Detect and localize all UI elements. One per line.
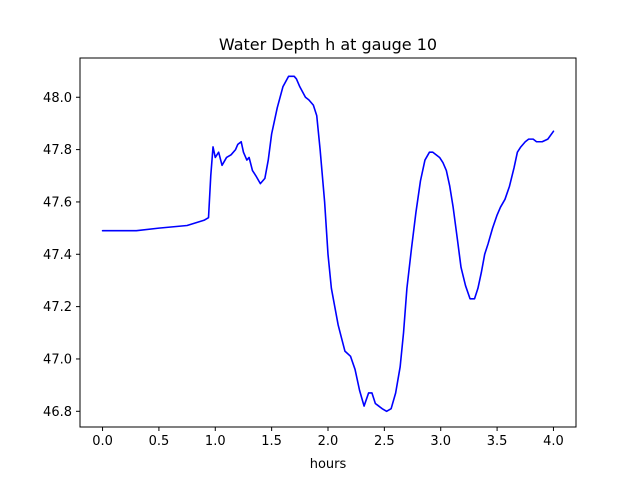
x-tick-label: 0.5	[149, 434, 170, 449]
x-tick-label: 2.0	[318, 434, 339, 449]
x-tick-label: 4.0	[543, 434, 564, 449]
x-tick-label: 3.5	[487, 434, 508, 449]
y-tick-label: 47.6	[43, 195, 72, 210]
x-tick-label: 1.0	[205, 434, 226, 449]
x-tick-label: 0.0	[92, 434, 113, 449]
y-tick-label: 47.0	[43, 352, 72, 367]
plot-area: 0.0 0.5 1.0 1.5 2.0 2.5 3.0 3.5 4.0 46.8 47.0 47.2 4…	[43, 57, 577, 449]
y-tick-label: 47.8	[43, 143, 72, 158]
chart-title: Water Depth h at gauge 10	[219, 35, 437, 54]
y-tick-label: 47.4	[43, 248, 72, 263]
y-tick-label: 48.0	[43, 91, 72, 106]
series-line-0	[101, 75, 555, 413]
x-axis-label: hours	[310, 457, 347, 472]
x-tick-label: 2.5	[374, 434, 395, 449]
y-tick-label: 46.8	[43, 405, 72, 420]
y-tick-label: 47.2	[43, 300, 72, 315]
x-tick-label: 1.5	[261, 434, 282, 449]
x-tick-label: 3.0	[430, 434, 451, 449]
